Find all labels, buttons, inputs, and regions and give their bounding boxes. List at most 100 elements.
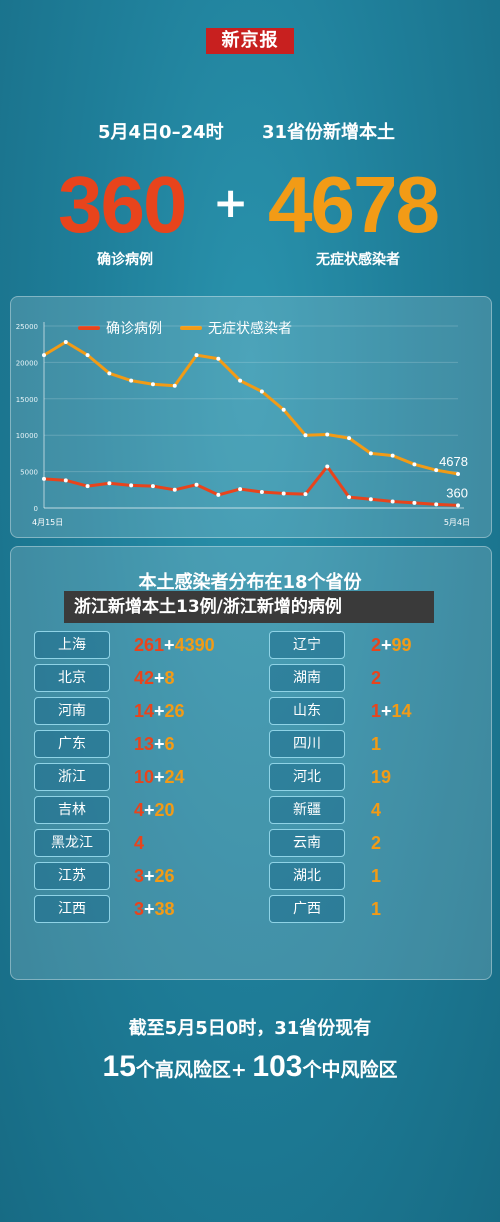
confirmed-count: 261 bbox=[134, 635, 165, 655]
data-point bbox=[194, 353, 199, 358]
data-point bbox=[259, 489, 264, 494]
data-point bbox=[347, 495, 352, 500]
data-point bbox=[107, 481, 112, 486]
confirmed-count: 13 bbox=[134, 734, 155, 754]
data-point bbox=[368, 497, 373, 502]
data-point bbox=[303, 492, 308, 497]
report-date: 5月4日0–24时 bbox=[98, 122, 224, 143]
province-value: 1 bbox=[371, 862, 381, 890]
data-point bbox=[325, 432, 330, 437]
data-point bbox=[129, 483, 134, 488]
data-point bbox=[172, 383, 177, 388]
province-label: 江西 bbox=[34, 895, 110, 923]
province-value: 2 bbox=[371, 829, 381, 857]
asymptomatic-count: 26 bbox=[164, 701, 185, 721]
province-value: 13+6 bbox=[134, 730, 175, 758]
data-point bbox=[129, 378, 134, 383]
asymptomatic-count: 38 bbox=[154, 899, 175, 919]
asymptomatic-count: 26 bbox=[154, 866, 175, 886]
data-point bbox=[303, 433, 308, 438]
province-value: 3+26 bbox=[134, 862, 175, 890]
data-point bbox=[238, 487, 243, 492]
province-value: 1+14 bbox=[371, 697, 412, 725]
data-point bbox=[368, 451, 373, 456]
plus-sign: + bbox=[154, 668, 165, 688]
end-data-label-0: 360 bbox=[446, 485, 468, 500]
y-tick-label: 5000 bbox=[20, 469, 38, 477]
asymptomatic-count: 99 bbox=[391, 635, 412, 655]
province-value: 3+38 bbox=[134, 895, 175, 923]
plus-sign: + bbox=[213, 178, 249, 227]
province-value: 4 bbox=[371, 796, 381, 824]
confirmed-count: 42 bbox=[134, 668, 155, 688]
asymptomatic-count: 1 bbox=[371, 734, 382, 754]
data-point bbox=[434, 468, 439, 473]
province-label: 辽宁 bbox=[269, 631, 345, 659]
data-point bbox=[412, 500, 417, 505]
province-value: 19 bbox=[371, 763, 391, 791]
province-value: 1 bbox=[371, 895, 381, 923]
confirmed-total: 360 bbox=[58, 160, 187, 249]
asymptomatic-count: 20 bbox=[154, 800, 175, 820]
province-label: 浙江 bbox=[34, 763, 110, 791]
plus-sign: + bbox=[154, 767, 165, 787]
confirmed-label: 确诊病例 bbox=[97, 252, 153, 268]
plus-sign: + bbox=[381, 635, 392, 655]
data-point bbox=[85, 484, 90, 489]
data-point bbox=[172, 487, 177, 492]
asymptomatic-total: 4678 bbox=[268, 160, 440, 249]
data-point bbox=[216, 356, 221, 361]
province-value: 261+4390 bbox=[134, 631, 215, 659]
asymptomatic-count: 4 bbox=[371, 800, 382, 820]
x-tick-label-end: 5月4日 bbox=[444, 518, 470, 527]
province-label: 吉林 bbox=[34, 796, 110, 824]
province-label: 江苏 bbox=[34, 862, 110, 890]
confirmed-count: 2 bbox=[371, 635, 382, 655]
legend-label-confirmed: 确诊病例 bbox=[106, 321, 162, 337]
data-point bbox=[216, 492, 221, 497]
confirmed-count: 2 bbox=[371, 668, 382, 688]
caption-banner: 浙江新增本土13例/浙江新增的病例 bbox=[64, 591, 434, 623]
y-tick-label: 20000 bbox=[16, 359, 38, 367]
series-line-0 bbox=[43, 465, 459, 507]
footer-risk-areas: 15个高风险区+ 103个中风险区 bbox=[0, 1050, 500, 1084]
confirmed-count: 10 bbox=[134, 767, 155, 787]
data-point bbox=[85, 353, 90, 358]
province-value: 2+99 bbox=[371, 631, 412, 659]
y-tick-label: 10000 bbox=[16, 432, 38, 440]
province-label: 北京 bbox=[34, 664, 110, 692]
province-label: 湖北 bbox=[269, 862, 345, 890]
province-label: 山东 bbox=[269, 697, 345, 725]
end-data-label-1: 4678 bbox=[439, 454, 468, 469]
province-label: 四川 bbox=[269, 730, 345, 758]
data-point bbox=[259, 389, 264, 394]
mid-risk-text: 个中风险区 bbox=[302, 1059, 398, 1081]
asymptomatic-count: 1 bbox=[371, 899, 382, 919]
confirmed-count: 14 bbox=[134, 701, 155, 721]
data-point bbox=[412, 462, 417, 467]
province-value: 4 bbox=[134, 829, 144, 857]
plus-sign: + bbox=[144, 899, 155, 919]
plus-sign: + bbox=[154, 734, 165, 754]
asymptomatic-count: 1 bbox=[371, 866, 382, 886]
province-value: 14+26 bbox=[134, 697, 185, 725]
data-point bbox=[281, 407, 286, 412]
data-point bbox=[456, 471, 460, 476]
province-label: 广西 bbox=[269, 895, 345, 923]
trend-chart-panel bbox=[10, 296, 492, 538]
plus-sign: + bbox=[164, 635, 175, 655]
plus-sign: + bbox=[144, 866, 155, 886]
confirmed-count: 3 bbox=[134, 866, 145, 886]
province-label: 河南 bbox=[34, 697, 110, 725]
data-point bbox=[434, 502, 439, 507]
plus-sign: + bbox=[144, 800, 155, 820]
confirmed-count: 4 bbox=[134, 833, 145, 853]
province-value: 2 bbox=[371, 664, 381, 692]
data-point bbox=[325, 464, 330, 469]
asymptomatic-count: 4390 bbox=[174, 635, 215, 655]
province-label: 新疆 bbox=[269, 796, 345, 824]
distribution-title: 本土感染者分布在18个省份 bbox=[138, 572, 362, 593]
asymptomatic-count: 6 bbox=[164, 734, 175, 754]
province-value: 10+24 bbox=[134, 763, 185, 791]
province-value: 4+20 bbox=[134, 796, 175, 824]
